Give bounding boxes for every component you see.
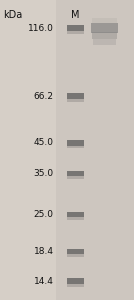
Text: 14.4: 14.4 (34, 277, 54, 286)
Text: 35.0: 35.0 (34, 169, 54, 178)
Bar (67, 140, 84, 146)
Bar (92, 32, 117, 39)
Bar (67, 26, 84, 31)
Bar (67, 254, 84, 257)
Bar (56, 0, 134, 300)
Text: 66.2: 66.2 (34, 92, 54, 101)
Bar (92, 18, 117, 23)
Bar (93, 39, 116, 45)
Text: kDa: kDa (3, 11, 22, 20)
Text: M: M (71, 11, 80, 20)
Bar (67, 284, 84, 286)
Text: 45.0: 45.0 (34, 139, 54, 148)
Text: 116.0: 116.0 (28, 24, 54, 33)
Bar (67, 171, 84, 176)
Bar (67, 176, 84, 179)
Bar (67, 217, 84, 220)
Bar (67, 31, 84, 34)
Text: 25.0: 25.0 (34, 210, 54, 219)
Bar (56, 0, 134, 300)
Bar (67, 278, 84, 284)
Bar (91, 23, 118, 33)
Bar (67, 99, 84, 102)
Bar (67, 146, 84, 148)
Bar (67, 94, 84, 99)
Text: 18.4: 18.4 (34, 247, 54, 256)
Bar (67, 249, 84, 254)
Bar (67, 212, 84, 217)
